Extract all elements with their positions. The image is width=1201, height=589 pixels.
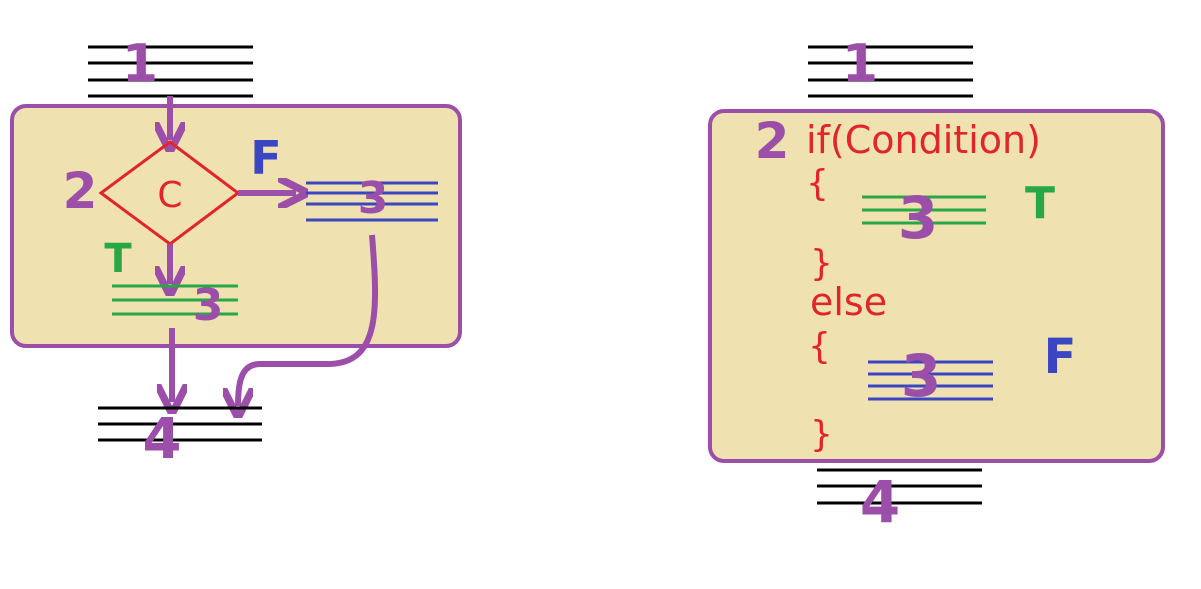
false-label: F bbox=[250, 131, 281, 185]
close-brace-1: } bbox=[810, 243, 833, 284]
false-to-step-4-arrow bbox=[238, 234, 379, 406]
code-false-label: F bbox=[1044, 329, 1077, 385]
statement-1-lines bbox=[88, 45, 253, 98]
condition-label: C bbox=[157, 175, 182, 216]
false-step-3-label: 3 bbox=[358, 173, 389, 224]
open-brace-1: { bbox=[806, 163, 829, 204]
flowchart-panel: 1 C 2 F 3 T 3 bbox=[10, 34, 462, 472]
close-brace-2: } bbox=[810, 414, 833, 455]
step-1-label: 1 bbox=[122, 34, 158, 94]
code-false-statement-lines bbox=[868, 360, 993, 401]
code-step-1-label: 1 bbox=[842, 34, 878, 94]
if-block-box bbox=[10, 104, 462, 348]
step-2-label: 2 bbox=[63, 162, 98, 220]
code-step-4-label: 4 bbox=[860, 468, 900, 536]
code-true-label: T bbox=[1025, 178, 1055, 229]
code-panel: 1 2 if(Condition) { 3 T } else { 3 F } bbox=[708, 34, 1165, 536]
code-true-step-3-label: 3 bbox=[898, 184, 938, 252]
false-statement-lines bbox=[306, 181, 438, 222]
code-statement-1-lines bbox=[808, 45, 973, 98]
true-step-3-label: 3 bbox=[193, 280, 224, 331]
code-true-statement-lines bbox=[862, 195, 986, 225]
code-step-2-label: 2 bbox=[755, 112, 790, 170]
true-statement-lines bbox=[112, 284, 238, 316]
step-4-label: 4 bbox=[143, 407, 182, 472]
open-brace-2: { bbox=[808, 326, 831, 367]
true-label: T bbox=[104, 236, 132, 282]
if-condition-line: if(Condition) bbox=[806, 118, 1041, 162]
code-false-step-3-label: 3 bbox=[901, 342, 941, 410]
code-statement-4-lines bbox=[817, 468, 982, 505]
statement-4-lines bbox=[98, 406, 262, 442]
else-line: else bbox=[810, 280, 887, 324]
code-block-box bbox=[708, 109, 1165, 463]
